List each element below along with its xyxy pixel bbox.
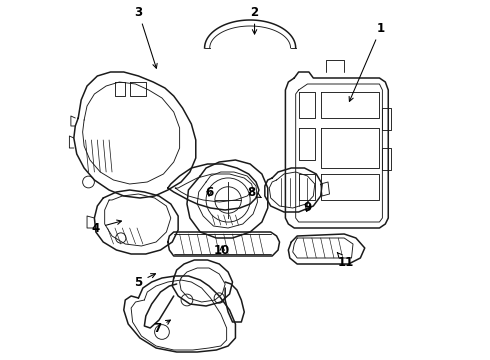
Text: 7: 7 xyxy=(153,320,171,334)
Text: 5: 5 xyxy=(134,274,155,288)
Text: 11: 11 xyxy=(337,253,354,269)
Text: 1: 1 xyxy=(349,22,385,102)
Text: 6: 6 xyxy=(205,185,213,198)
Text: 10: 10 xyxy=(214,243,230,256)
Text: 3: 3 xyxy=(134,5,157,68)
Text: 4: 4 xyxy=(92,220,122,234)
Text: 2: 2 xyxy=(250,5,259,34)
Text: 9: 9 xyxy=(303,202,312,215)
Text: 8: 8 xyxy=(247,185,261,198)
